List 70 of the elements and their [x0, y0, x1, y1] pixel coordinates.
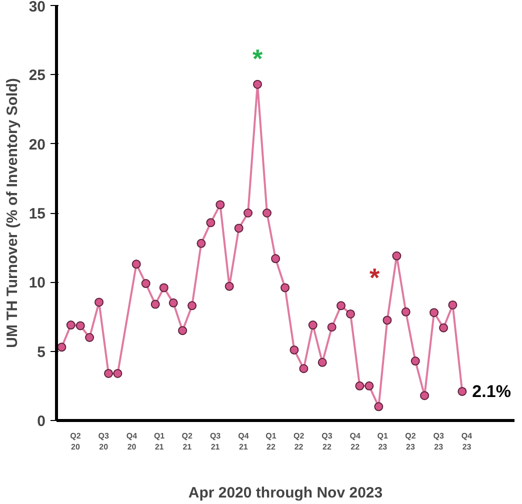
point [206, 218, 216, 228]
point [410, 356, 420, 366]
x-tick-label: Q2 20 [70, 432, 82, 452]
point [132, 260, 141, 269]
point [168, 298, 178, 308]
x-tick-label: Q1 22 [266, 432, 277, 452]
point [94, 298, 104, 307]
x-tick-label: Q3 21 [210, 432, 222, 452]
x-tick-label: Q4 20 [126, 432, 138, 452]
x-tick-label: Q3 22 [322, 432, 333, 452]
point [392, 251, 402, 260]
point [76, 321, 85, 330]
point [196, 238, 206, 248]
point [216, 200, 225, 210]
point [458, 386, 467, 396]
point [150, 300, 160, 309]
point [188, 301, 197, 310]
point [178, 326, 188, 336]
x-tick-label: Q3 23 [433, 432, 445, 452]
point [234, 224, 244, 233]
point [448, 300, 458, 310]
point [420, 391, 430, 400]
y-axis-title: UM TH Turnover (% of Inventory Sold) [4, 78, 21, 348]
annotation: * [369, 262, 380, 292]
point [336, 301, 346, 310]
point [327, 322, 336, 332]
x-tick-label: Q1 21 [154, 432, 166, 452]
y-tick-label: 10 [28, 274, 46, 292]
x-tick-label: Q4 22 [350, 432, 361, 452]
point [430, 308, 439, 318]
annotation: 2.1% [472, 382, 511, 401]
point [318, 358, 327, 367]
y-tick-label: 20 [28, 136, 46, 154]
annotation: * [252, 43, 264, 74]
x-tick-label: Q4 21 [238, 432, 250, 452]
x-axis-title: Apr 2020 through Nov 2023 [188, 484, 383, 502]
point [253, 80, 262, 89]
point [159, 283, 168, 292]
x-tick-label: Q2 23 [405, 432, 416, 452]
x-tick-label: Q3 20 [98, 432, 110, 452]
point [439, 323, 448, 332]
point [104, 368, 114, 378]
x-tick-label: Q2 22 [293, 432, 305, 452]
point [271, 254, 280, 264]
point [113, 368, 122, 378]
point [355, 381, 364, 390]
point [308, 320, 318, 330]
point [280, 283, 290, 292]
point [346, 309, 356, 318]
point [141, 279, 150, 288]
point [382, 316, 392, 325]
point [224, 282, 234, 291]
y-tick-label: 15 [28, 206, 46, 222]
x-tick-label: Q1 23 [377, 432, 389, 452]
point [244, 208, 253, 218]
point [85, 333, 94, 342]
point [401, 307, 410, 316]
point [66, 320, 76, 330]
point [262, 208, 272, 218]
y-tick-label: 30 [28, 0, 46, 16]
x-tick-label: Q4 23 [461, 432, 473, 452]
point [299, 364, 308, 374]
point [364, 381, 374, 390]
point [290, 345, 299, 354]
point [374, 402, 384, 412]
y-tick-label: 0 [37, 413, 46, 430]
x-tick-label: Q2 21 [182, 432, 194, 452]
point [57, 342, 66, 352]
y-tick-label: 5 [37, 344, 46, 361]
y-tick-label: 25 [28, 67, 46, 84]
